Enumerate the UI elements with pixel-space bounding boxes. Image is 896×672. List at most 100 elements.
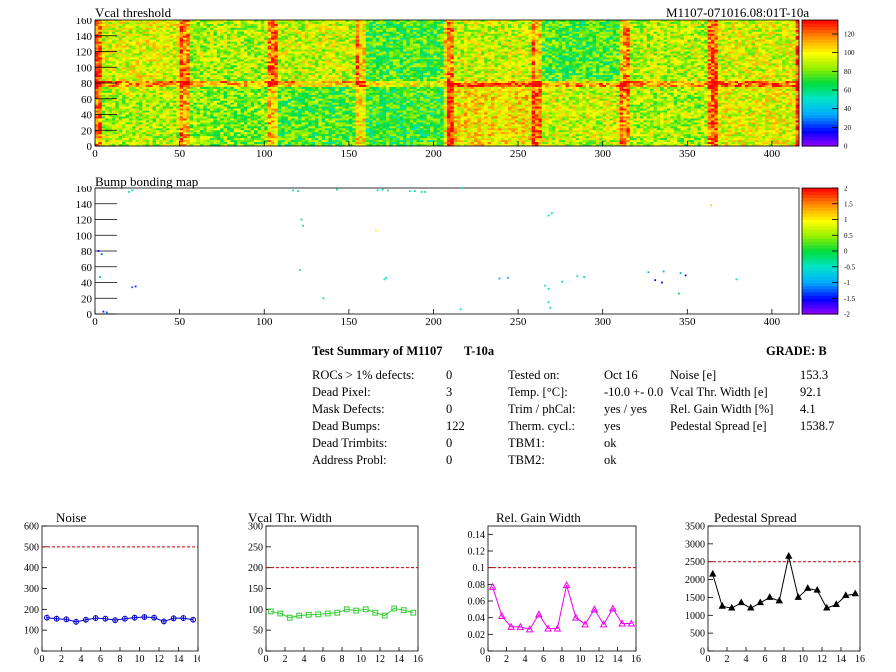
heatmap-cell	[436, 49, 441, 52]
heatmap-cell	[213, 39, 218, 42]
heatmap-cell	[687, 29, 691, 33]
heatmap-cell	[646, 61, 651, 64]
heatmap-cell	[145, 49, 150, 52]
heatmap-cell	[413, 33, 417, 37]
heatmap-cell	[491, 47, 495, 50]
heatmap-cell	[443, 63, 448, 66]
heatmap-cell	[724, 21, 729, 25]
heatmap-cell	[267, 39, 272, 42]
heatmap-cell	[717, 37, 722, 40]
heatmap-cell	[348, 51, 353, 54]
heatmap-cell	[125, 27, 130, 31]
heatmap-cell	[595, 20, 600, 23]
heatmap-cell	[656, 23, 661, 27]
heatmap-cell	[328, 65, 333, 68]
heatmap-cell	[494, 53, 499, 56]
heatmap-cell	[792, 57, 796, 60]
heatmap-cell	[237, 59, 241, 62]
heatmap-cell	[362, 51, 367, 54]
heatmap-cell	[413, 51, 417, 54]
heatmap-cell	[115, 49, 119, 52]
heatmap-cell	[193, 53, 197, 56]
heatmap-cell	[111, 21, 116, 25]
heatmap-cell	[633, 21, 637, 25]
heatmap-cell	[284, 31, 289, 35]
heatmap-cell	[199, 39, 204, 42]
heatmap-cell	[511, 29, 515, 33]
heatmap-cell	[166, 33, 170, 37]
heatmap-cell	[575, 65, 580, 68]
heatmap-cell	[369, 21, 373, 25]
heatmap-cell	[149, 55, 153, 58]
heatmap-cell	[220, 41, 224, 44]
heatmap-cell	[504, 23, 509, 27]
heatmap-cell	[247, 27, 251, 31]
heatmap-cell	[430, 63, 434, 66]
heatmap-cell	[122, 63, 126, 66]
heatmap-cell	[139, 51, 143, 54]
heatmap-cell	[335, 35, 339, 39]
heatmap-cell	[362, 25, 367, 29]
heatmap-cell	[484, 47, 488, 50]
heatmap-cell	[731, 43, 735, 46]
heatmap-cell	[149, 43, 153, 46]
heatmap-cell	[565, 33, 570, 37]
heatmap-cell	[128, 49, 133, 52]
heatmap-cell	[491, 49, 495, 52]
heatmap-cell	[690, 53, 695, 56]
heatmap-cell	[331, 33, 336, 37]
heatmap-cell	[639, 37, 644, 40]
heatmap-cell	[304, 49, 309, 52]
heatmap-cell	[450, 61, 455, 64]
heatmap-cell	[335, 55, 339, 58]
heatmap-cell	[694, 63, 698, 66]
heatmap-cell	[538, 33, 543, 37]
heatmap-cell	[189, 27, 194, 31]
heatmap-cell	[707, 47, 712, 50]
heatmap-cell	[643, 33, 647, 37]
heatmap-cell	[619, 25, 624, 29]
heatmap-cell	[755, 51, 759, 54]
heatmap-cell	[331, 29, 336, 33]
heatmap-cell	[183, 55, 187, 58]
heatmap-cell	[433, 55, 438, 58]
heatmap-cell	[206, 29, 211, 33]
heatmap-cell	[748, 23, 752, 27]
heatmap-cell	[680, 41, 685, 44]
heatmap-cell	[369, 25, 373, 29]
heatmap-cell	[206, 55, 211, 58]
heatmap-cell	[551, 45, 556, 48]
heatmap-cell	[105, 53, 109, 56]
heatmap-cell	[176, 21, 180, 25]
heatmap-cell	[609, 51, 614, 54]
heatmap-cell	[744, 45, 749, 48]
heatmap-cell	[714, 63, 719, 66]
heatmap-cell	[694, 35, 698, 39]
heatmap-cell	[612, 21, 617, 25]
heatmap-cell	[660, 29, 664, 33]
heatmap-cell	[379, 27, 383, 31]
heatmap-cell	[403, 23, 407, 27]
heatmap-cell	[369, 39, 373, 42]
heatmap-cell	[467, 20, 471, 23]
heatmap-cell	[260, 39, 265, 42]
heatmap-cell	[514, 27, 519, 31]
heatmap-cell	[328, 61, 333, 64]
heatmap-cell	[467, 57, 471, 60]
heatmap-cell	[348, 41, 353, 44]
heatmap-cell	[467, 21, 471, 25]
heatmap-cell	[545, 20, 549, 23]
heatmap-cell	[463, 27, 468, 31]
heatmap-cell	[450, 59, 455, 62]
heatmap-cell	[338, 59, 343, 62]
heatmap-cell	[389, 20, 394, 23]
heatmap-cell	[572, 55, 576, 58]
heatmap-cell	[159, 21, 163, 25]
heatmap-cell	[304, 47, 309, 50]
heatmap-cell	[748, 39, 752, 42]
heatmap-cell	[281, 49, 285, 52]
heatmap-cell	[423, 43, 427, 46]
heatmap-cell	[616, 65, 620, 68]
heatmap-cell	[531, 41, 536, 44]
heatmap-cell	[474, 37, 478, 40]
